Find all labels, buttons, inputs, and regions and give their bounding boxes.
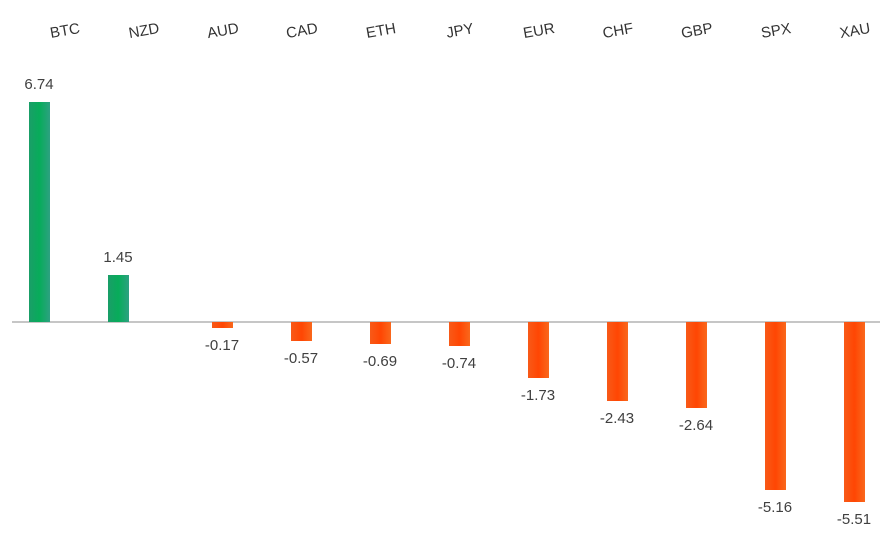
value-label-btc: 6.74 <box>24 76 54 94</box>
x-axis-label-aud: AUD <box>205 19 241 43</box>
value-label-chf: -2.43 <box>599 410 635 428</box>
value-label-spx: -5.16 <box>757 499 793 517</box>
bar-chf <box>606 322 628 402</box>
bar-jpy <box>448 322 470 347</box>
value-label-eth: -0.69 <box>362 353 398 371</box>
bar-xau <box>843 322 865 502</box>
value-label-eur: -1.73 <box>520 387 556 405</box>
x-axis-label-eur: EUR <box>521 19 557 43</box>
bar-nzd <box>107 274 129 322</box>
bar-cad <box>290 322 312 341</box>
x-axis-label-xau: XAU <box>838 19 872 43</box>
bar-gbp <box>685 322 707 409</box>
value-label-aud: -0.17 <box>204 336 240 354</box>
x-axis-label-nzd: NZD <box>127 19 161 43</box>
bar-spx <box>764 322 786 491</box>
x-axis-label-chf: CHF <box>601 19 635 43</box>
x-axis-label-gbp: GBP <box>679 19 715 43</box>
x-axis-label-cad: CAD <box>284 19 320 43</box>
value-label-nzd: 1.45 <box>103 248 133 266</box>
bar-btc <box>28 102 50 322</box>
x-axis-label-btc: BTC <box>48 20 82 42</box>
value-label-xau: -5.51 <box>836 510 872 528</box>
bar-aud <box>211 322 233 328</box>
x-axis-label-spx: SPX <box>759 20 793 42</box>
x-axis-label-eth: ETH <box>364 20 398 42</box>
value-label-cad: -0.57 <box>283 349 319 367</box>
value-label-jpy: -0.74 <box>441 355 477 373</box>
value-label-gbp: -2.64 <box>678 417 714 435</box>
x-axis-baseline <box>12 321 880 323</box>
bar-eth <box>369 322 391 345</box>
bar-eur <box>527 322 549 379</box>
x-axis-label-jpy: JPY <box>444 20 476 42</box>
